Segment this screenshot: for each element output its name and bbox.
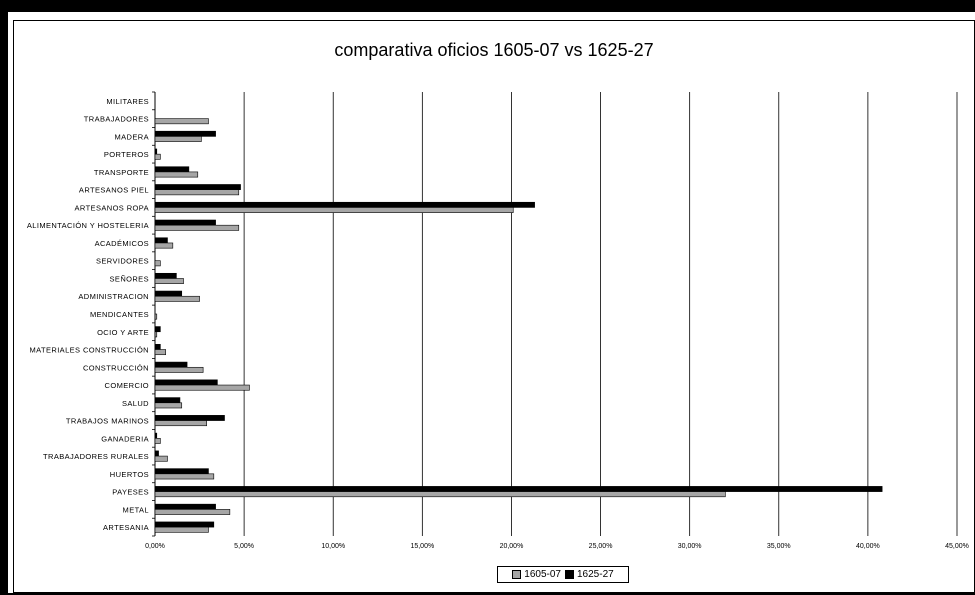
legend: 1605-07 1625-27 — [497, 566, 629, 583]
category-label-comercio: COMERCIO — [105, 381, 149, 390]
category-label-artesanos-ropa: ARTESANOS ROPA — [74, 203, 149, 212]
bar-1605-07-mendicantes — [154, 313, 158, 320]
bar-1605-07-administracion — [154, 295, 200, 302]
category-label-trabajadores: TRABAJADORES — [84, 115, 149, 124]
x-tick-label: 25,00% — [589, 543, 613, 550]
legend-item-1625-27: 1625-27 — [565, 569, 614, 580]
category-label-artesanos-piel: ARTESANOS PIEL — [79, 186, 149, 195]
chart-title: comparativa oficios 1605-07 vs 1625-27 — [334, 40, 654, 60]
bar-1625-27-ocio-y-arte — [154, 326, 161, 333]
bar-1605-07-senores — [154, 278, 184, 284]
bar-1605-07-ocio-y-arte — [154, 331, 158, 338]
category-label-academicos: ACADÉMICOS — [95, 239, 149, 248]
legend-label-1625-27: 1625-27 — [577, 569, 614, 580]
bar-1625-27-academicos — [154, 237, 168, 244]
bar-1605-07-artesanos-ropa — [154, 207, 514, 213]
bar-1605-07-comercio — [154, 384, 250, 391]
bar-1605-07-payeses — [154, 491, 726, 498]
x-tick-label: 35,00% — [767, 543, 791, 550]
category-label-trabajos-marinos: TRABAJOS MARINOS — [66, 417, 149, 426]
bar-1605-07-trabajos-marinos — [154, 420, 207, 427]
bar-1625-27-construccion — [154, 361, 188, 368]
legend-swatch-1625-27 — [565, 570, 574, 579]
bar-1625-27-metal — [154, 503, 216, 510]
bar-1605-07-artesania — [154, 526, 209, 533]
bar-1605-07-alimentacion-y-hosteleria — [154, 224, 240, 231]
x-tick-label: 5,00% — [234, 543, 254, 550]
chart-area — [13, 20, 975, 593]
legend-swatch-1605-07 — [512, 570, 522, 579]
bar-1625-27-madera — [154, 130, 216, 137]
bar-1625-27-trabajos-marinos — [154, 415, 225, 421]
bar-1625-27-porteros — [154, 148, 158, 155]
category-label-militares: MILITARES — [106, 97, 149, 106]
bar-1625-27-ganaderia — [154, 432, 158, 439]
category-label-administracion: ADMINISTRACION — [78, 292, 149, 301]
category-label-salud: SALUD — [122, 399, 149, 408]
bar-1605-07-porteros — [154, 153, 161, 160]
bar-1605-07-materiales-construccion — [154, 349, 166, 356]
bar-1605-07-metal — [154, 509, 231, 515]
bar-1625-27-artesania — [154, 521, 215, 528]
category-label-alimentacion-y-hosteleria: ALIMENTACIÓN Y HOSTELERIA — [27, 221, 149, 230]
bar-1605-07-construccion — [154, 366, 204, 373]
bar-1625-27-artesanos-ropa — [154, 201, 535, 208]
bar-1605-07-salud — [154, 402, 183, 409]
bar-1625-27-administracion — [154, 290, 183, 297]
x-tick-label: 0,00% — [145, 543, 165, 550]
bar-1605-07-trabajadores-rurales — [154, 455, 168, 462]
category-label-huertos: HUERTOS — [110, 470, 149, 479]
bar-1605-07-transporte — [154, 171, 199, 178]
bar-1625-27-huertos — [154, 468, 209, 475]
x-tick-label: 15,00% — [410, 543, 434, 550]
category-label-ocio-y-arte: OCIO Y ARTE — [97, 328, 149, 337]
bar-1605-07-trabajadores — [154, 118, 209, 125]
bar-1605-07-ganaderia — [154, 438, 161, 444]
category-label-porteros: PORTEROS — [104, 150, 149, 159]
category-label-senores: SEÑORES — [110, 274, 149, 283]
bar-1605-07-academicos — [154, 242, 174, 249]
category-label-payeses: PAYESES — [112, 488, 149, 497]
bar-1625-27-alimentacion-y-hosteleria — [154, 219, 216, 226]
bar-1625-27-comercio — [154, 379, 218, 386]
bar-1625-27-payeses — [154, 486, 883, 492]
bar-1625-27-artesanos-piel — [154, 184, 241, 190]
x-tick-label: 10,00% — [321, 543, 345, 550]
x-tick-label: 45,00% — [945, 543, 969, 550]
bar-1625-27-salud — [154, 397, 181, 404]
category-label-construccion: CONSTRUCCIÓN — [83, 363, 149, 372]
category-label-servidores: SERVIDORES — [96, 257, 149, 266]
category-label-transporte: TRANSPORTE — [94, 168, 149, 177]
bar-1625-27-transporte — [154, 166, 190, 173]
legend-label-1605-07: 1605-07 — [524, 569, 561, 580]
x-tick-label: 20,00% — [500, 543, 524, 550]
bar-1605-07-huertos — [154, 473, 215, 480]
bar-1605-07-servidores — [154, 260, 161, 267]
x-tick-label: 40,00% — [856, 543, 880, 550]
category-label-madera: MADERA — [115, 132, 150, 141]
legend-item-1605-07: 1605-07 — [512, 569, 561, 580]
category-label-artesania: ARTESANIA — [103, 523, 149, 532]
bar-1605-07-madera — [154, 136, 202, 142]
category-label-metal: METAL — [123, 505, 149, 514]
bar-1625-27-trabajadores-rurales — [154, 450, 159, 457]
bar-1625-27-materiales-construccion — [154, 344, 161, 350]
category-label-materiales-construccion: MATERIALES CONSTRUCCIÓN — [30, 346, 150, 355]
category-label-trabajadores-rurales: TRABAJADORES RURALES — [43, 452, 149, 461]
bar-1605-07-artesanos-piel — [154, 189, 240, 196]
x-tick-label: 30,00% — [678, 543, 702, 550]
category-label-mendicantes: MENDICANTES — [90, 310, 149, 319]
bar-1625-27-senores — [154, 272, 177, 279]
category-label-ganaderia: GANADERIA — [101, 434, 149, 443]
